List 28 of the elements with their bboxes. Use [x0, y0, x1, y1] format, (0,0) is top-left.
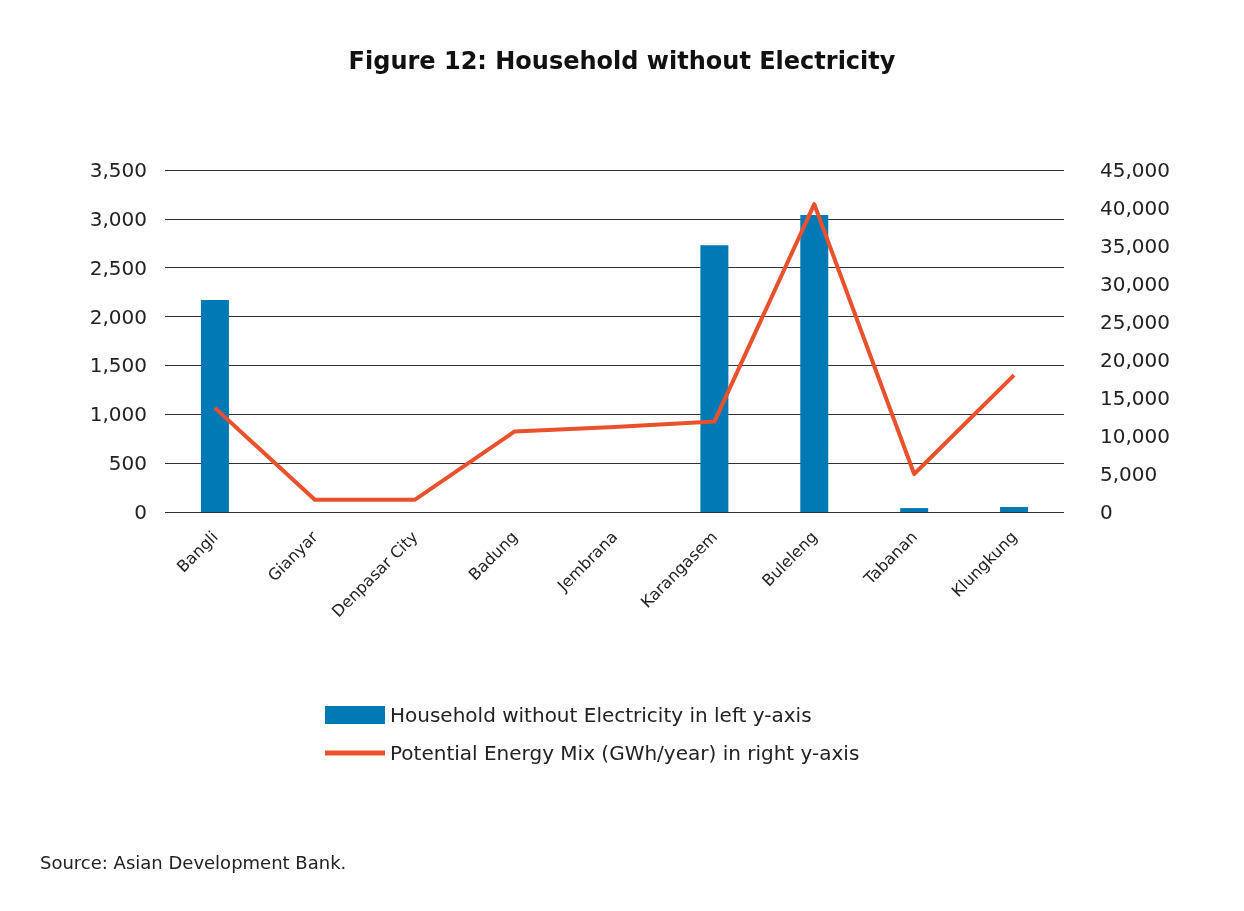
y2-tick-label: 20,000: [1100, 348, 1170, 372]
y2-tick-label: 5,000: [1100, 462, 1158, 486]
y-tick-label: 1,000: [89, 402, 147, 427]
bar: [200, 299, 229, 512]
y2-tick-label: 25,000: [1100, 310, 1170, 334]
legend-label: Potential Energy Mix (GWh/year) in right y-axis: [390, 741, 860, 765]
y2-tick-label: 10,000: [1100, 424, 1170, 448]
y-tick-label: 3,000: [89, 206, 147, 231]
bar: [700, 245, 729, 512]
y2-tick-label: 0: [1100, 500, 1113, 524]
line-series: [212, 202, 1017, 502]
bar: [1000, 507, 1029, 512]
y-tick-label: 500: [108, 451, 147, 476]
bar: [900, 508, 929, 512]
y2-tick-label: 30,000: [1100, 272, 1170, 296]
y-tick-label: 1,500: [89, 353, 147, 378]
y2-tick-label: 40,000: [1100, 196, 1170, 220]
legend-label: Household without Electricity in left y-axis: [390, 703, 812, 727]
y-tick-label: 3,500: [89, 158, 147, 182]
y-tick-label: 0: [134, 500, 147, 524]
source-note: Source: Asian Development Bank.: [40, 851, 347, 873]
chart-title: Figure 12: Household without Electricity: [348, 47, 896, 75]
y2-tick-label: 35,000: [1100, 234, 1170, 258]
y-tick-label: 2,000: [89, 304, 147, 329]
bar: [800, 214, 829, 512]
y2-tick-label: 15,000: [1100, 386, 1170, 410]
y2-tick-label: 45,000: [1100, 158, 1170, 182]
y-tick-label: 2,500: [89, 255, 147, 280]
